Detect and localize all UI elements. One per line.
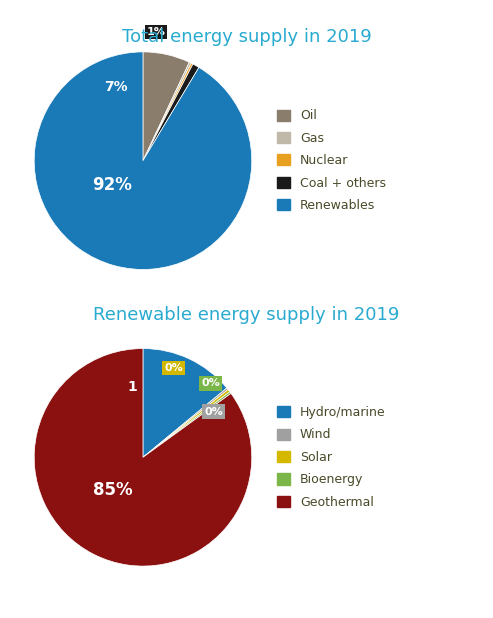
Text: 0%: 0% <box>204 407 223 417</box>
Wedge shape <box>143 389 230 457</box>
Wedge shape <box>143 392 231 457</box>
Legend: Hydro/marine, Wind, Solar, Bioenergy, Geothermal: Hydro/marine, Wind, Solar, Bioenergy, Ge… <box>278 406 386 509</box>
Wedge shape <box>143 64 199 161</box>
Wedge shape <box>34 52 252 269</box>
Wedge shape <box>143 63 193 161</box>
Text: Total energy supply in 2019: Total energy supply in 2019 <box>122 28 371 46</box>
Wedge shape <box>143 388 228 457</box>
Text: 85%: 85% <box>93 481 132 499</box>
Wedge shape <box>143 62 191 161</box>
Text: 0%: 0% <box>201 378 220 388</box>
Text: 92%: 92% <box>93 176 133 193</box>
Wedge shape <box>34 349 252 566</box>
Text: Renewable energy supply in 2019: Renewable energy supply in 2019 <box>93 306 400 324</box>
Wedge shape <box>143 52 189 161</box>
Legend: Oil, Gas, Nuclear, Coal + others, Renewables: Oil, Gas, Nuclear, Coal + others, Renewa… <box>278 109 386 212</box>
Wedge shape <box>143 349 227 457</box>
Text: 7%: 7% <box>104 80 128 94</box>
Text: 0%: 0% <box>164 363 183 373</box>
Text: 1: 1 <box>127 379 137 394</box>
Text: 1%: 1% <box>146 27 166 37</box>
